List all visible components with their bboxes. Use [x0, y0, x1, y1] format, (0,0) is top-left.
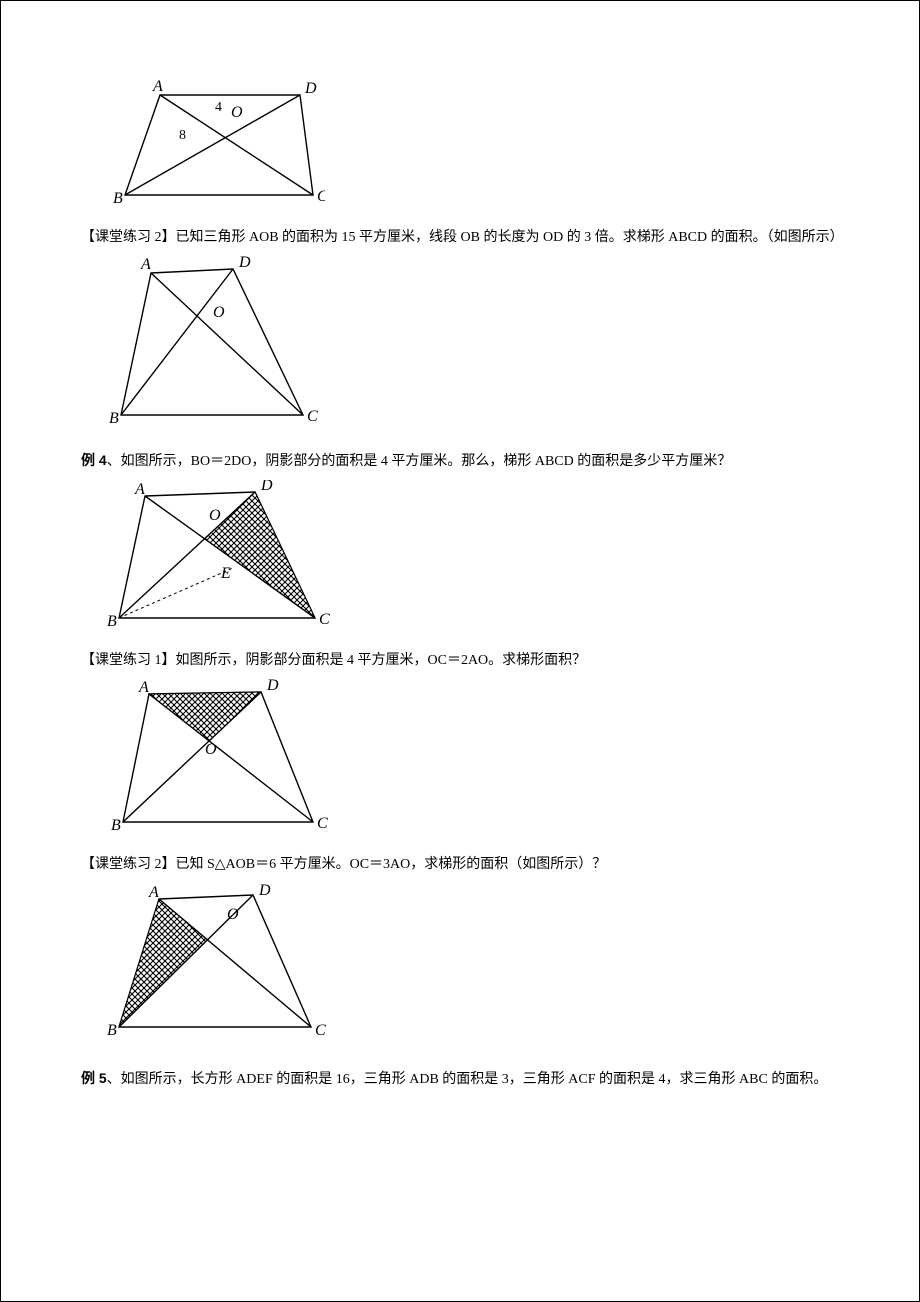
- trapezoid-svg-3: A D B C O E: [105, 480, 335, 630]
- svg-text:8: 8: [179, 128, 186, 143]
- svg-text:D: D: [260, 480, 273, 494]
- text: 【课堂练习 1】如图所示，阴影部分面积是 4 平方厘米，OC＝2AO。求梯形面积…: [81, 653, 586, 668]
- problem-text: 【课堂练习 2】已知三角形 AOB 的面积为 15 平方厘米，线段 OB 的长度…: [81, 227, 839, 249]
- problem-text: 例 4、如图所示，BO＝2DO，阴影部分的面积是 4 平方厘米。那么，梯形 AB…: [81, 449, 839, 473]
- text: 、如图所示，长方形 ADEF 的面积是 16，三角形 ADB 的面积是 3，三角…: [107, 1072, 828, 1087]
- text: 、如图所示，BO＝2DO，阴影部分的面积是 4 平方厘米。那么，梯形 ABCD …: [107, 454, 732, 469]
- example-label: 例 5: [81, 1070, 107, 1086]
- svg-text:D: D: [266, 678, 279, 694]
- svg-text:D: D: [258, 883, 271, 899]
- figure-1: A D B C O4 8: [105, 77, 839, 207]
- figure-4: A D B C O: [105, 678, 839, 834]
- problem-example-5: 例 5、如图所示，长方形 ADEF 的面积是 16，三角形 ADB 的面积是 3…: [81, 1067, 839, 1091]
- problem-text: 例 5、如图所示，长方形 ADEF 的面积是 16，三角形 ADB 的面积是 3…: [81, 1067, 839, 1091]
- text: 【课堂练习 2】已知 S△AOB＝6 平方厘米。OC＝3AO，求梯形的面积（如图…: [81, 857, 606, 872]
- problem-fig1-only: A D B C O4 8: [81, 77, 839, 207]
- problem-text: 【课堂练习 1】如图所示，阴影部分面积是 4 平方厘米，OC＝2AO。求梯形面积…: [81, 650, 839, 672]
- svg-text:C: C: [315, 1022, 326, 1039]
- problem-practice-2b: 【课堂练习 2】已知 S△AOB＝6 平方厘米。OC＝3AO，求梯形的面积（如图…: [81, 854, 839, 1038]
- svg-text:A: A: [138, 679, 149, 696]
- svg-text:B: B: [107, 613, 117, 630]
- svg-text:B: B: [107, 1022, 117, 1039]
- svg-text:A: A: [148, 884, 159, 901]
- svg-text:C: C: [319, 611, 330, 628]
- problem-text: 【课堂练习 2】已知 S△AOB＝6 平方厘米。OC＝3AO，求梯形的面积（如图…: [81, 854, 839, 876]
- trapezoid-svg-5: A D B C O: [105, 883, 335, 1039]
- svg-text:C: C: [307, 408, 318, 425]
- svg-text:4: 4: [215, 100, 222, 115]
- svg-text:A: A: [140, 256, 151, 273]
- svg-text:E: E: [220, 565, 231, 582]
- trapezoid-svg-2: A D B C O: [105, 255, 325, 429]
- text: 【课堂练习 2】已知三角形 AOB 的面积为 15 平方厘米，线段 OB 的长度…: [81, 230, 844, 245]
- svg-text:B: B: [113, 190, 123, 207]
- svg-text:O: O: [205, 741, 217, 758]
- svg-text:C: C: [317, 815, 328, 832]
- svg-text:D: D: [238, 255, 251, 271]
- problem-practice-1: 【课堂练习 1】如图所示，阴影部分面积是 4 平方厘米，OC＝2AO。求梯形面积…: [81, 650, 839, 834]
- trapezoid-svg-4: A D B C O: [105, 678, 335, 834]
- svg-text:B: B: [109, 410, 119, 427]
- figure-2: A D B C O: [105, 255, 839, 429]
- svg-text:C: C: [317, 188, 325, 205]
- problem-practice-2a: 【课堂练习 2】已知三角形 AOB 的面积为 15 平方厘米，线段 OB 的长度…: [81, 227, 839, 429]
- svg-text:O: O: [231, 104, 243, 121]
- svg-text:O: O: [213, 304, 225, 321]
- figure-3: A D B C O E: [105, 480, 839, 630]
- svg-text:O: O: [227, 906, 239, 923]
- svg-text:B: B: [111, 817, 121, 834]
- svg-text:A: A: [134, 481, 145, 498]
- figure-5: A D B C O: [105, 883, 839, 1039]
- svg-text:A: A: [152, 78, 163, 95]
- page: ADBCO48 【课堂练习 2】已知三角形 AOB 的面积为 15 平方厘米，线…: [0, 0, 920, 1302]
- svg-text:O: O: [209, 507, 221, 524]
- svg-text:D: D: [304, 80, 317, 97]
- example-label: 例 4: [81, 452, 107, 468]
- problem-example-4: 例 4、如图所示，BO＝2DO，阴影部分的面积是 4 平方厘米。那么，梯形 AB…: [81, 449, 839, 629]
- trapezoid-svg-1: A D B C O4 8: [105, 77, 325, 207]
